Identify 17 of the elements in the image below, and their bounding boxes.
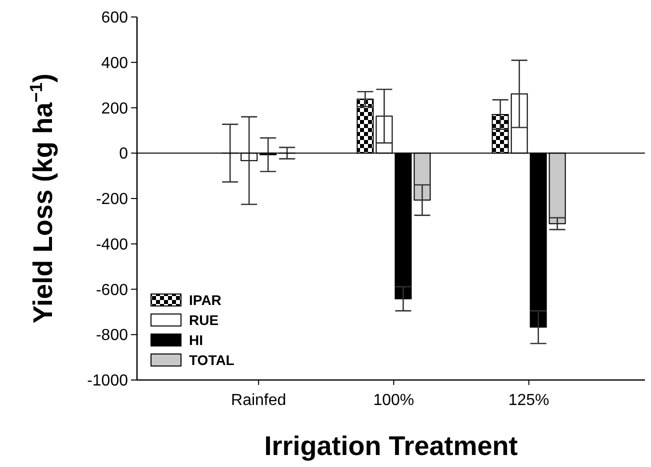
legend-label: TOTAL <box>189 352 235 368</box>
legend-label: IPAR <box>189 292 222 308</box>
y-tick-label: 200 <box>101 100 128 118</box>
x-tick-label: 125% <box>508 392 550 409</box>
y-tick-label: -800 <box>96 327 128 344</box>
legend-label: RUE <box>189 312 219 328</box>
y-tick-label: 600 <box>101 10 128 27</box>
x-tick-label: 100% <box>373 392 414 409</box>
y-tick-label: 0 <box>119 146 128 163</box>
y-tick-label: -1000 <box>87 372 128 390</box>
y-tick-label: -600 <box>96 282 128 299</box>
x-tick-label: Rainfed <box>231 392 286 409</box>
y-tick-label: -200 <box>96 191 128 208</box>
y-tick-label: 400 <box>101 54 128 72</box>
y-tick-label: -400 <box>96 236 128 254</box>
legend-label: HI <box>189 332 203 348</box>
x-axis-title: Irrigation Treatment <box>264 431 518 461</box>
